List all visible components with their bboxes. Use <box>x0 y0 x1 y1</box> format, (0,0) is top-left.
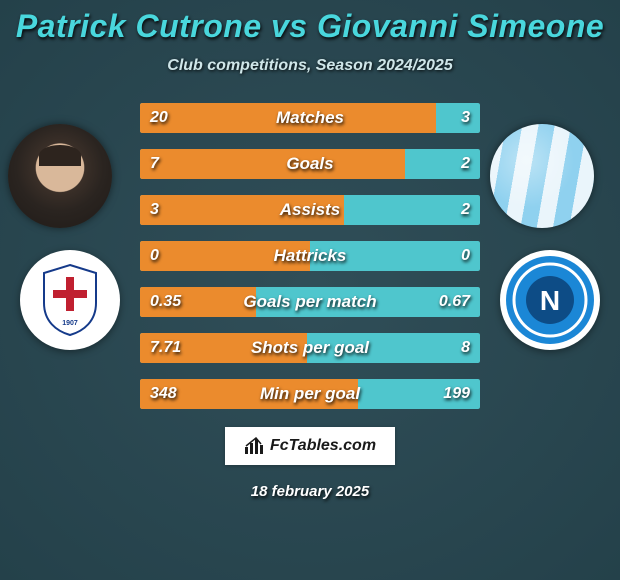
svg-text:1907: 1907 <box>62 320 78 327</box>
club-crest-icon: N <box>504 254 596 346</box>
stat-label: Min per goal <box>140 379 480 409</box>
page-subtitle: Club competitions, Season 2024/2025 <box>0 57 620 75</box>
stat-row: 348199Min per goal <box>140 379 480 409</box>
stat-label: Matches <box>140 103 480 133</box>
stat-row: 7.718Shots per goal <box>140 333 480 363</box>
page-title: Patrick Cutrone vs Giovanni Simeone <box>0 8 620 45</box>
stat-row: 32Assists <box>140 195 480 225</box>
player-right-avatar <box>490 124 594 228</box>
stat-row: 203Matches <box>140 103 480 133</box>
stat-row: 72Goals <box>140 149 480 179</box>
brand-badge[interactable]: FcTables.com <box>225 427 395 465</box>
stats-bars: 203Matches 72Goals 32Assists 00Hattricks 0.3… <box>140 103 480 409</box>
brand-label: FcTables.com <box>270 437 376 455</box>
club-crest-icon: 1907 <box>40 263 100 337</box>
club-right-badge: N <box>500 250 600 350</box>
svg-text:N: N <box>540 285 560 316</box>
stat-label: Assists <box>140 195 480 225</box>
stat-row: 0.350.67Goals per match <box>140 287 480 317</box>
stat-row: 00Hattricks <box>140 241 480 271</box>
date-label: 18 february 2025 <box>0 483 620 500</box>
comparison-card: Patrick Cutrone vs Giovanni Simeone Club… <box>0 0 620 580</box>
player-photo-icon <box>490 124 594 228</box>
club-left-badge: 1907 <box>20 250 120 350</box>
stat-label: Hattricks <box>140 241 480 271</box>
player-photo-icon <box>8 124 112 228</box>
stat-label: Goals <box>140 149 480 179</box>
stat-label: Shots per goal <box>140 333 480 363</box>
player-left-avatar <box>8 124 112 228</box>
bars-logo-icon <box>244 437 266 455</box>
stat-label: Goals per match <box>140 287 480 317</box>
